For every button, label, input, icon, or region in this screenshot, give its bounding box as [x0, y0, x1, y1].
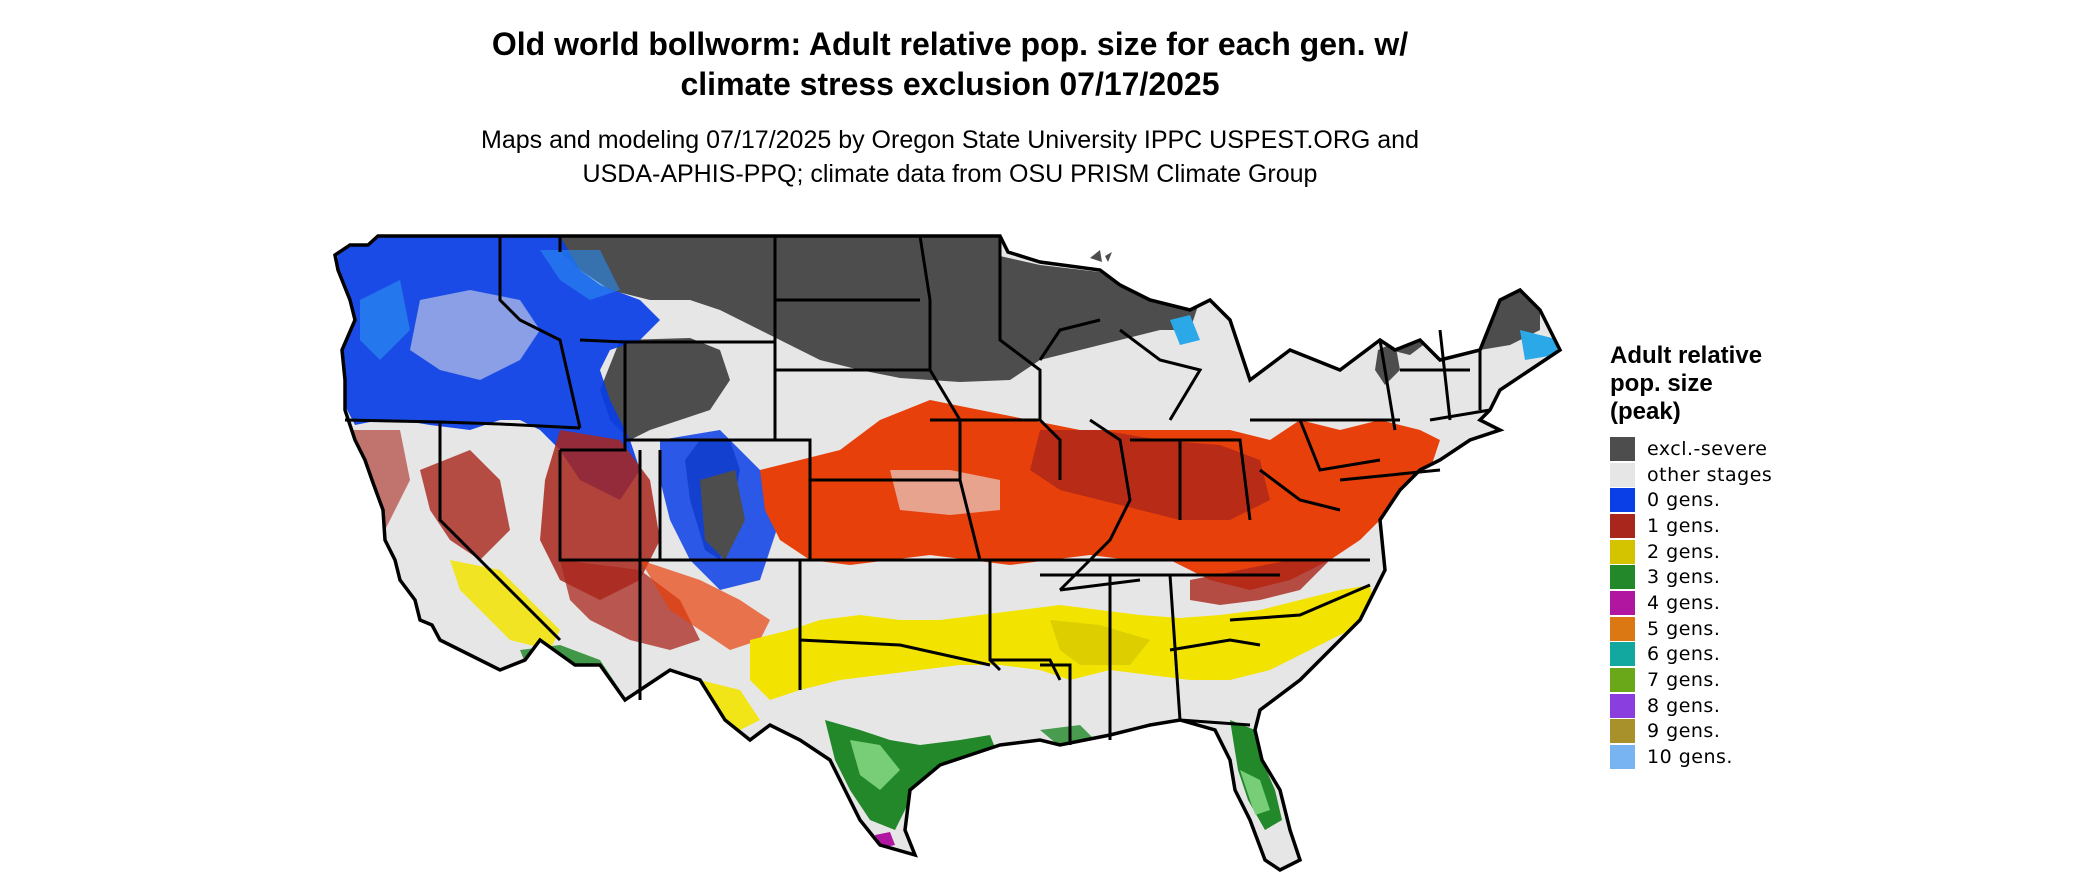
legend-item: 3 gens. [1610, 564, 1830, 590]
legend-swatch [1610, 745, 1635, 770]
legend-title-line3: (peak) [1610, 398, 1681, 425]
legend-item: 7 gens. [1610, 667, 1830, 693]
legend-label: 2 gens. [1647, 540, 1721, 563]
legend-swatch [1610, 488, 1635, 513]
legend-label: 9 gens. [1647, 720, 1721, 743]
map-subtitle-line2: USDA-APHIS-PPQ; climate data from OSU PR… [582, 160, 1318, 188]
legend-title-line1: Adult relative [1610, 342, 1763, 369]
legend-label: 10 gens. [1647, 746, 1733, 769]
legend-items: excl.-severe other stages 0 gens. 1 gens. 2 … [1610, 436, 1830, 770]
legend-swatch [1610, 616, 1635, 641]
legend-label: 5 gens. [1647, 617, 1721, 640]
map-subtitle: Maps and modeling 07/17/2025 by Oregon S… [400, 123, 1500, 191]
legend-item: 0 gens. [1610, 487, 1830, 513]
legend-swatch [1610, 719, 1635, 744]
legend-swatch [1610, 642, 1635, 667]
legend-swatch [1610, 462, 1635, 487]
legend-item: 4 gens. [1610, 590, 1830, 616]
legend: Adult relative pop. size (peak) excl.-se… [1610, 342, 1830, 770]
legend-label: 7 gens. [1647, 669, 1721, 692]
legend-label: 0 gens. [1647, 489, 1721, 512]
legend-item: other stages [1610, 462, 1830, 488]
legend-title-line2: pop. size [1610, 370, 1713, 397]
legend-item: 6 gens. [1610, 642, 1830, 668]
legend-item: 5 gens. [1610, 616, 1830, 642]
map-title: Old world bollworm: Adult relative pop. … [400, 24, 1500, 104]
legend-swatch [1610, 513, 1635, 538]
legend-item: 9 gens. [1610, 719, 1830, 745]
legend-label: 8 gens. [1647, 694, 1721, 717]
legend-label: other stages [1647, 463, 1773, 486]
map-title-line2: climate stress exclusion 07/17/2025 [680, 66, 1220, 102]
legend-swatch [1610, 565, 1635, 590]
legend-item: 1 gens. [1610, 513, 1830, 539]
legend-item: 8 gens. [1610, 693, 1830, 719]
legend-label: 3 gens. [1647, 566, 1721, 589]
us-map [333, 234, 1562, 872]
legend-swatch [1610, 693, 1635, 718]
map-title-line1: Old world bollworm: Adult relative pop. … [491, 26, 1409, 62]
map-subtitle-line1: Maps and modeling 07/17/2025 by Oregon S… [481, 126, 1419, 154]
legend-label: excl.-severe [1647, 437, 1768, 460]
legend-label: 4 gens. [1647, 591, 1721, 614]
legend-item: 10 gens. [1610, 744, 1830, 770]
legend-swatch [1610, 539, 1635, 564]
legend-swatch [1610, 668, 1635, 693]
legend-item: excl.-severe [1610, 436, 1830, 462]
legend-label: 1 gens. [1647, 514, 1721, 537]
legend-swatch [1610, 590, 1635, 615]
legend-swatch [1610, 436, 1635, 461]
legend-title: Adult relative pop. size (peak) [1610, 342, 1830, 426]
legend-label: 6 gens. [1647, 643, 1721, 666]
legend-item: 2 gens. [1610, 539, 1830, 565]
